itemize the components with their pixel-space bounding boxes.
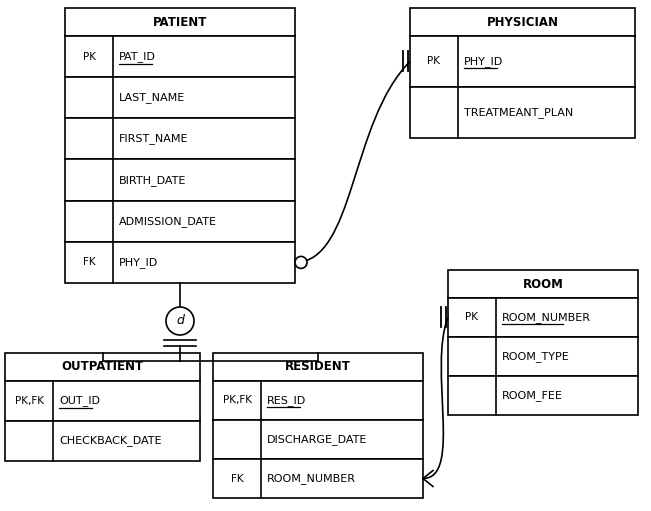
Bar <box>65 36 295 77</box>
Bar <box>410 8 635 36</box>
Ellipse shape <box>295 257 307 268</box>
Bar <box>410 36 635 87</box>
Ellipse shape <box>166 307 194 335</box>
Bar <box>65 159 295 201</box>
Text: PHY_ID: PHY_ID <box>464 56 503 67</box>
Bar <box>213 420 423 459</box>
Bar <box>448 376 638 415</box>
Text: PAT_ID: PAT_ID <box>119 51 156 62</box>
Text: PK,FK: PK,FK <box>223 396 251 406</box>
Text: ROOM_TYPE: ROOM_TYPE <box>502 351 570 362</box>
Text: RES_ID: RES_ID <box>267 395 306 406</box>
Text: ROOM_NUMBER: ROOM_NUMBER <box>267 473 356 484</box>
Text: DISCHARGE_DATE: DISCHARGE_DATE <box>267 434 367 445</box>
Bar <box>65 201 295 242</box>
Text: OUTPATIENT: OUTPATIENT <box>61 360 144 374</box>
Text: FK: FK <box>230 474 243 483</box>
Bar <box>5 381 200 421</box>
Bar <box>5 421 200 461</box>
Text: OUT_ID: OUT_ID <box>59 396 100 406</box>
Bar <box>65 8 295 36</box>
Bar <box>213 353 423 381</box>
Bar <box>213 459 423 498</box>
Text: BIRTH_DATE: BIRTH_DATE <box>119 175 186 185</box>
Text: ROOM: ROOM <box>523 277 563 290</box>
Bar <box>213 381 423 420</box>
Bar <box>65 242 295 283</box>
Text: PK,FK: PK,FK <box>14 396 44 406</box>
Bar <box>65 77 295 119</box>
Text: PHY_ID: PHY_ID <box>119 257 158 268</box>
Text: ADMISSION_DATE: ADMISSION_DATE <box>119 216 217 227</box>
Text: PK: PK <box>83 52 96 62</box>
Text: FK: FK <box>83 258 95 267</box>
Bar <box>448 270 638 298</box>
Text: RESIDENT: RESIDENT <box>285 360 351 374</box>
Text: PHYSICIAN: PHYSICIAN <box>486 15 559 29</box>
Text: PK: PK <box>465 313 478 322</box>
Bar <box>448 298 638 337</box>
Text: ROOM_FEE: ROOM_FEE <box>502 390 563 401</box>
Text: LAST_NAME: LAST_NAME <box>119 92 186 103</box>
Bar <box>65 119 295 159</box>
Text: CHECKBACK_DATE: CHECKBACK_DATE <box>59 435 161 447</box>
Bar <box>448 337 638 376</box>
Text: ROOM_NUMBER: ROOM_NUMBER <box>502 312 591 323</box>
Bar <box>410 87 635 138</box>
Text: PK: PK <box>428 57 441 66</box>
Text: TREATMEANT_PLAN: TREATMEANT_PLAN <box>464 107 574 118</box>
Text: FIRST_NAME: FIRST_NAME <box>119 133 189 145</box>
Text: d: d <box>176 314 184 328</box>
Text: PATIENT: PATIENT <box>153 15 207 29</box>
Bar <box>5 353 200 381</box>
